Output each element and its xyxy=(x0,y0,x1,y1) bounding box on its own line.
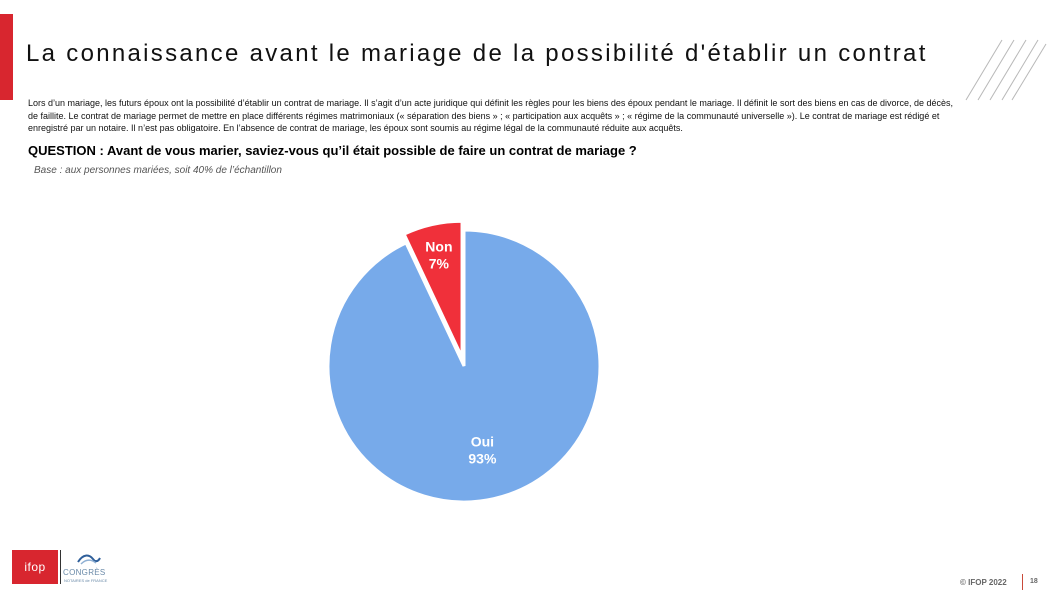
question-text: QUESTION : Avant de vous marier, saviez-… xyxy=(28,143,637,158)
base-note: Base : aux personnes mariées, soit 40% d… xyxy=(34,165,282,176)
intro-text: Lors d’un mariage, les futurs époux ont … xyxy=(28,98,954,133)
slice-value-oui: 93% xyxy=(468,450,497,466)
decorative-hatch xyxy=(965,39,1047,101)
logo-divider xyxy=(60,550,61,584)
congres-subtitle: NOTAIRES de FRANCE xyxy=(64,578,108,583)
slice-value-non: 7% xyxy=(429,256,450,272)
ifop-logo: ifop xyxy=(12,550,58,584)
accent-bar xyxy=(0,14,13,100)
pie-slice-oui xyxy=(326,228,602,504)
pie-slices xyxy=(326,219,602,504)
footer-divider xyxy=(1022,574,1023,590)
wave-icon xyxy=(77,554,101,565)
slice-label-oui: Oui xyxy=(471,433,494,449)
page-number: 18 xyxy=(1030,578,1038,585)
congres-name: CONGRÈS xyxy=(63,568,106,577)
congres-logo: CONGRÈS NOTAIRES de FRANCE xyxy=(63,552,113,584)
slice-label-non: Non xyxy=(425,239,452,255)
pie-slice-non xyxy=(402,219,464,358)
footer-copyright: © IFOP 2022 xyxy=(960,578,1007,587)
logo-area: ifop CONGRÈS NOTAIRES de FRANCE xyxy=(12,548,112,586)
page-title: La connaissance avant le mariage de la p… xyxy=(26,40,928,67)
